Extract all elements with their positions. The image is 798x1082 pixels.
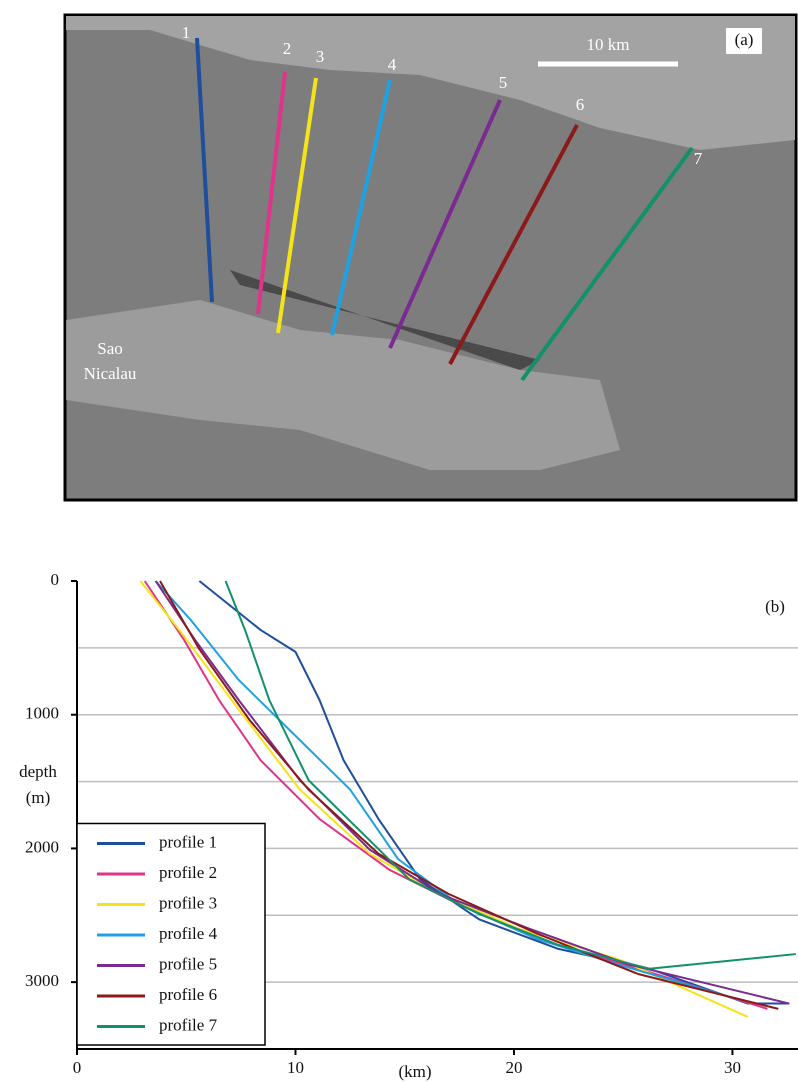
legend-label: profile 3 xyxy=(159,893,217,912)
profile-label: 6 xyxy=(576,95,585,114)
y-axis-label: depth xyxy=(19,762,57,781)
panel-label: (b) xyxy=(765,597,785,616)
legend-label: profile 4 xyxy=(159,924,218,943)
legend-label: profile 7 xyxy=(159,1015,218,1034)
profile-line xyxy=(154,580,740,1001)
map-profile-line xyxy=(448,124,579,365)
legend-label: profile 5 xyxy=(159,954,217,973)
profile-label: 1 xyxy=(182,23,191,42)
legend-label: profile 2 xyxy=(159,863,217,882)
legend-label: profile 6 xyxy=(159,985,217,1004)
place-label: Sao xyxy=(97,339,123,358)
panel-label: (a) xyxy=(735,30,754,49)
profile-label: 4 xyxy=(388,55,397,74)
place-label: Nicalau xyxy=(84,364,137,383)
map-profile-line xyxy=(276,77,318,334)
profile-label: 3 xyxy=(316,47,325,66)
y-tick-label: 1000 xyxy=(25,704,59,723)
profile-label: 7 xyxy=(694,149,703,168)
map-panel: 10 km (a) Sao Nicalau 1 2 3 4 5 6 7 xyxy=(63,13,798,502)
x-axis-label: (km) xyxy=(398,1062,431,1081)
map-profile-line xyxy=(256,71,287,315)
y-tick-label: 3000 xyxy=(25,971,59,990)
map-sea xyxy=(66,16,795,150)
y-tick-label: 0 xyxy=(51,570,60,589)
profile-line xyxy=(198,580,790,1005)
profile-line xyxy=(224,580,796,970)
profile-label: 2 xyxy=(283,39,292,58)
map-profiles xyxy=(195,37,694,382)
depth-chart: 0 1000 2000 3000 0 10 20 30 (km) depth (m) (b) profi… xyxy=(19,570,798,1081)
map-profile-line xyxy=(388,99,502,349)
x-tick-label: 10 xyxy=(287,1058,304,1077)
x-tick-label: 20 xyxy=(505,1058,522,1077)
profile-line xyxy=(154,580,790,1005)
x-tick-label: 0 xyxy=(73,1058,82,1077)
profile-label: 5 xyxy=(499,73,508,92)
map-profile-line xyxy=(520,146,694,382)
scale-bar-label: 10 km xyxy=(587,35,630,54)
y-axis-label: (m) xyxy=(26,788,51,807)
map-profile-line xyxy=(195,37,214,303)
profile-line xyxy=(159,580,779,1010)
x-tick-label: 30 xyxy=(724,1058,741,1077)
map-profile-line xyxy=(330,79,392,336)
y-tick-label: 2000 xyxy=(25,837,59,856)
map-island xyxy=(66,300,620,470)
panel-label-box xyxy=(726,28,762,54)
legend-label: profile 1 xyxy=(159,832,217,851)
map-trench xyxy=(230,270,540,370)
